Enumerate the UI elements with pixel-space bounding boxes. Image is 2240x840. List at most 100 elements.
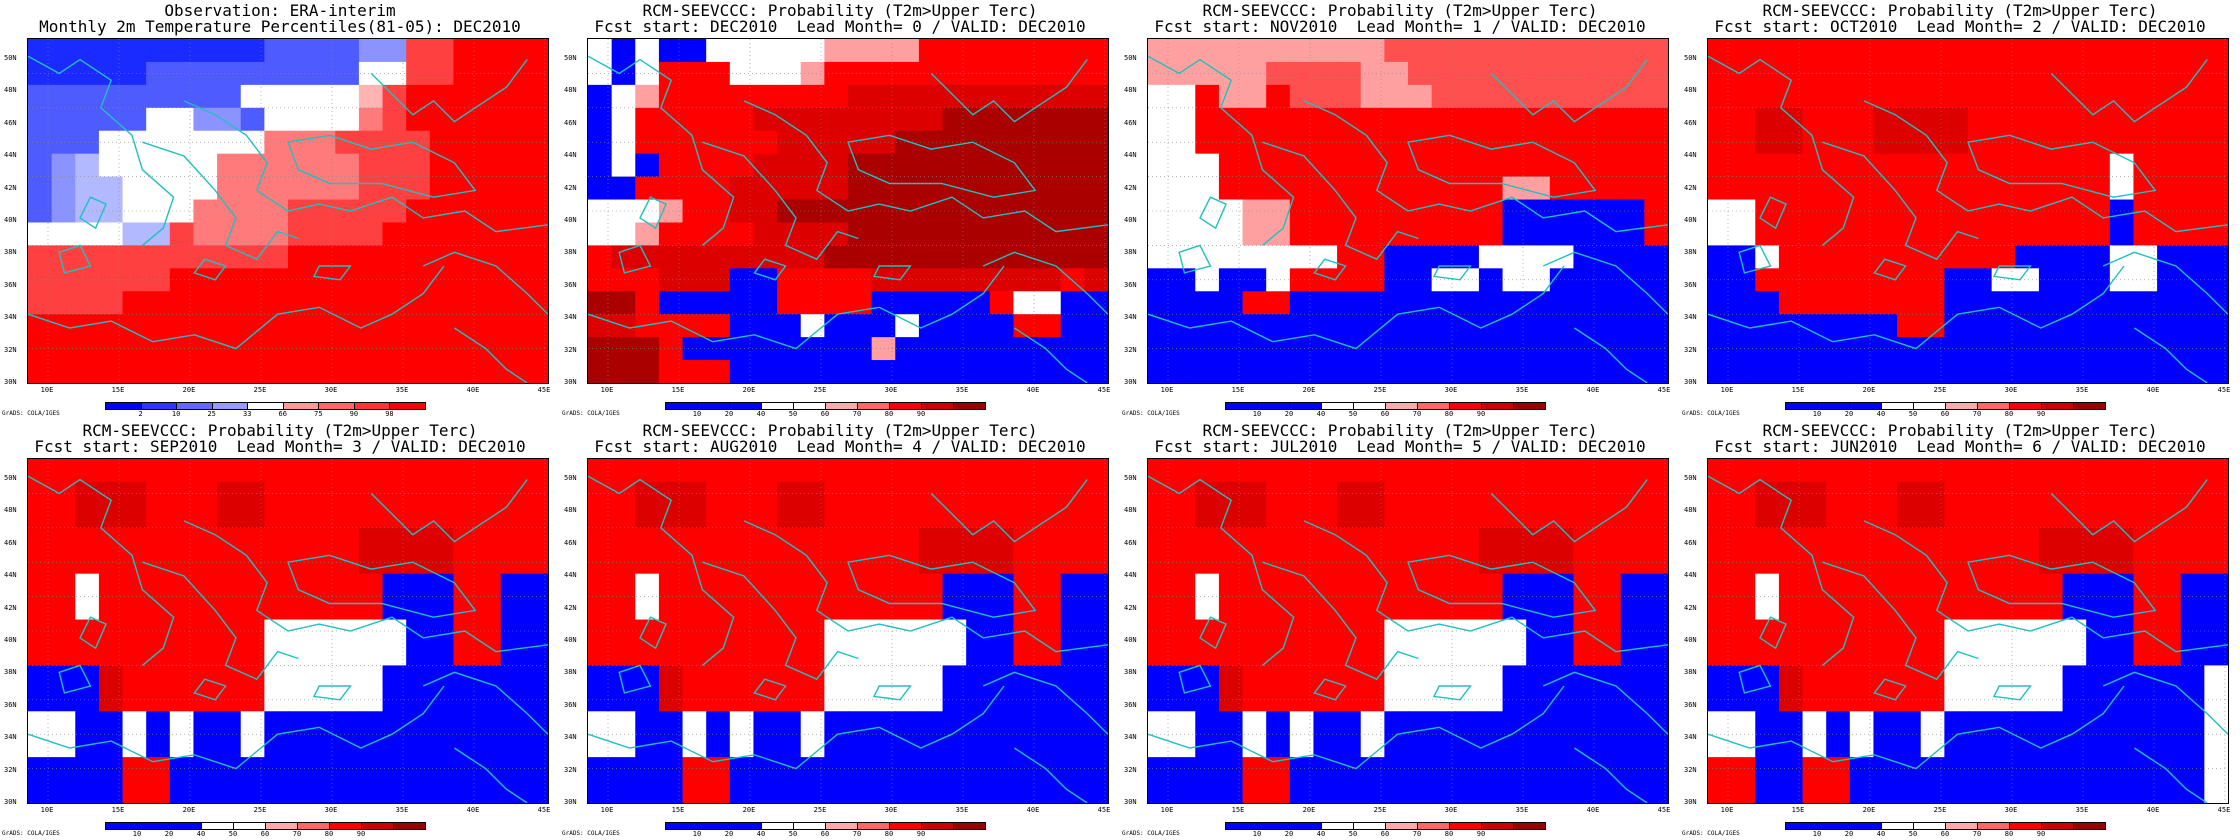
grid-cell [1171, 360, 1196, 383]
grid-cell [1148, 245, 1173, 269]
grid-cell [1455, 550, 1480, 575]
grid-cell [1873, 245, 1898, 269]
grid-cell [1549, 619, 1575, 644]
grid-cell [1920, 314, 1945, 338]
grid-cell [1084, 245, 1108, 269]
grid-cell [1289, 573, 1315, 598]
grid-cell [1849, 360, 1875, 383]
grid-cell [2157, 734, 2182, 758]
grid-cell [122, 711, 147, 735]
grid-cell [51, 291, 76, 315]
grid-cell [1384, 153, 1409, 178]
grid-cell [1013, 481, 1038, 506]
grid-cell [28, 176, 53, 201]
grid-cell [1573, 61, 1598, 86]
grid-cell [635, 780, 660, 803]
grid-cell [1195, 360, 1220, 383]
grid-cell [1195, 314, 1220, 338]
grid-cell [1037, 39, 1062, 63]
grid-cell [1266, 642, 1291, 666]
grid-cell [169, 245, 195, 269]
coastline [1708, 475, 1855, 666]
grid-cell [453, 734, 478, 758]
coastline [982, 251, 1108, 315]
grid-cell [1218, 734, 1244, 758]
grid-cell [942, 688, 967, 712]
grid-cell [217, 291, 242, 315]
grid-cell [777, 527, 802, 552]
grid-cell [1242, 84, 1267, 109]
grid-cell [500, 245, 525, 269]
grid-cell [288, 734, 313, 758]
grid-cell [895, 360, 920, 383]
grid-cell [1573, 481, 1598, 506]
grid-cell [1526, 596, 1551, 621]
grid-cell [1708, 504, 1733, 529]
grid-cell [264, 459, 289, 483]
grid-cell [406, 596, 431, 621]
grid-cell [1431, 61, 1456, 86]
lat-tick-label: 38N [1684, 248, 1697, 257]
grid-cell [1313, 222, 1338, 246]
grid-cell [1037, 711, 1062, 735]
grid-cell [1573, 596, 1598, 621]
grid-cell [1013, 665, 1038, 689]
lat-tick-label: 40N [1684, 216, 1697, 224]
grid-cell [477, 199, 502, 224]
grid-cell [777, 596, 802, 621]
grid-cell [1013, 527, 1038, 552]
grid-cell [871, 107, 896, 132]
grid-cell [1195, 596, 1220, 621]
grid-cell [611, 527, 636, 552]
coastline [1262, 141, 1419, 261]
coastline [2134, 327, 2208, 383]
grid-cell [1644, 153, 1668, 178]
grid-cell [753, 84, 778, 109]
lon-tick-label: 15E [671, 386, 685, 394]
grid-cell [1991, 291, 2016, 315]
grid-cell [2015, 665, 2040, 689]
grid-cell [169, 711, 195, 735]
coastline [454, 327, 528, 383]
grid-cell [706, 481, 731, 506]
grid-cell [1478, 780, 1504, 803]
grid-cell [75, 596, 100, 621]
grid-cell [1455, 39, 1480, 63]
grid-cell [1289, 360, 1315, 383]
colorbar-segment [953, 402, 986, 410]
colorbar-segment [2041, 822, 2074, 830]
grid-cell [500, 573, 525, 598]
grid-cell [1755, 642, 1780, 666]
grid-cell [1360, 780, 1385, 803]
grid-cell [1991, 245, 2016, 269]
coastline [639, 616, 667, 650]
grid-cell [966, 84, 991, 109]
grid-cell [1731, 337, 1756, 361]
colorbar-segment [318, 402, 355, 410]
grid-cell [1778, 291, 1804, 315]
grid-cell [871, 39, 896, 63]
colorbar-label: 90 [916, 410, 926, 418]
grid-cell [524, 360, 548, 383]
grid-cell [1620, 665, 1645, 689]
grid-cell [2038, 665, 2064, 689]
grid-cell [824, 596, 849, 621]
grid-cell [2109, 107, 2135, 132]
grid-cell [2062, 573, 2087, 598]
coastline [1313, 678, 1347, 701]
grid-cell [1897, 734, 1922, 758]
grid-cell [1549, 291, 1575, 315]
lon-tick-label: 45E [537, 386, 551, 394]
grid-cell [429, 504, 455, 529]
grid-cell [753, 481, 778, 506]
grid-cell [169, 757, 195, 781]
grid-cell [753, 780, 778, 803]
grid-cell [335, 222, 360, 246]
grid-cell [1408, 39, 1433, 63]
grid-cell [1778, 481, 1804, 506]
grads-credit: GrADS: COLA/IGES [2, 830, 60, 837]
grid-cell [729, 688, 755, 712]
colorbar-segment [1417, 402, 1450, 410]
grid-cell [406, 268, 431, 292]
grid-cell [611, 780, 636, 803]
